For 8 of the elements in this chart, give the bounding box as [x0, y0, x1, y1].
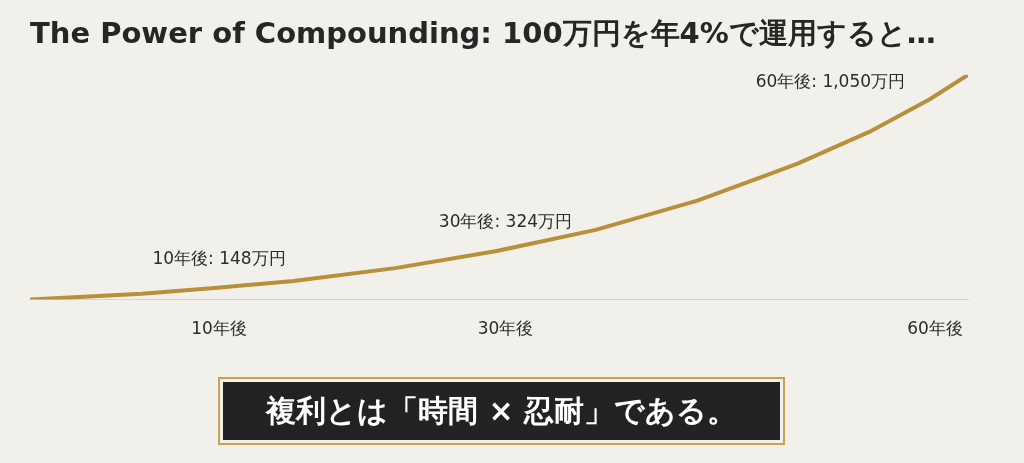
annotation: 30年後: 324万円 [438, 211, 573, 232]
x-tick-label: 60年後 [907, 318, 963, 339]
x-tick-label: 30年後 [477, 318, 534, 339]
x-tick-label: 10年後 [191, 318, 247, 339]
annotation: 60年後: 1,050万円 [755, 71, 906, 92]
annotation: 10年後: 148万円 [152, 247, 286, 268]
text: 複利とは「時間 × 忍耐」である。 [223, 382, 780, 440]
chart-title: The Power of Compounding: 100万円を年4%で運用すると… [30, 15, 936, 50]
